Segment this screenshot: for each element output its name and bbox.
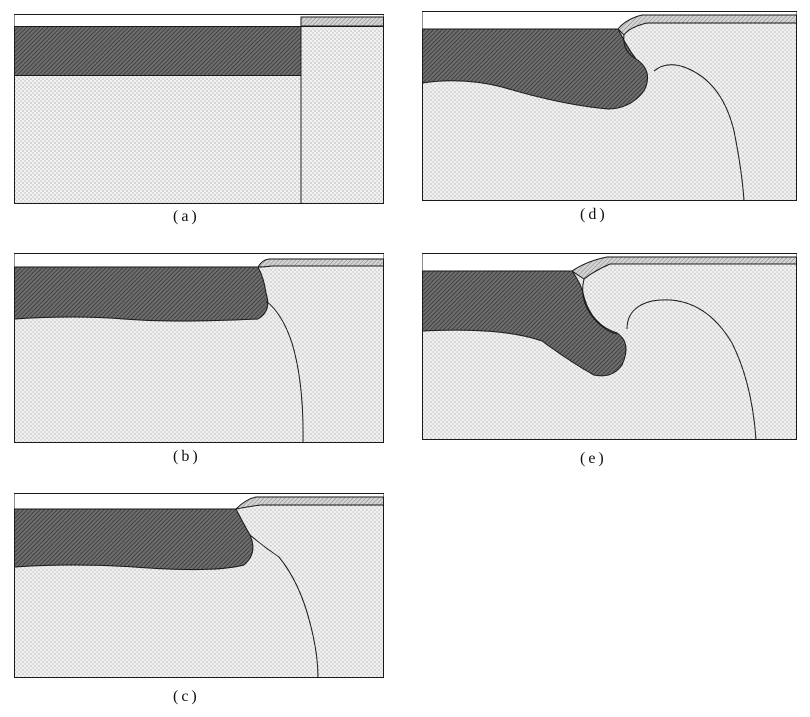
oxide-layer [14,508,254,571]
oxide-layer [14,266,269,322]
oxide-layer [422,270,627,377]
caption-a: (a) [173,208,200,225]
oxide-layer [14,26,302,76]
mask-cap [234,496,384,510]
oxide-layer [422,28,649,110]
panel-a [14,14,384,204]
caption-c: (c) [173,688,200,705]
cross-section-c [14,493,384,678]
caption-b: (b) [173,448,201,465]
panel-d [422,11,797,201]
cross-section-e [422,253,797,440]
panel-c [14,493,384,678]
caption-e: (e) [580,450,607,467]
mask-cap [257,258,384,268]
panel-b [14,253,384,443]
panel-e [422,253,797,440]
mask-cap [300,16,384,27]
mask-cap [617,14,797,36]
cross-section-d [422,11,797,201]
caption-d: (d) [580,206,608,223]
mask-cap [571,256,797,280]
cross-section-a [14,14,384,204]
cross-section-b [14,253,384,443]
